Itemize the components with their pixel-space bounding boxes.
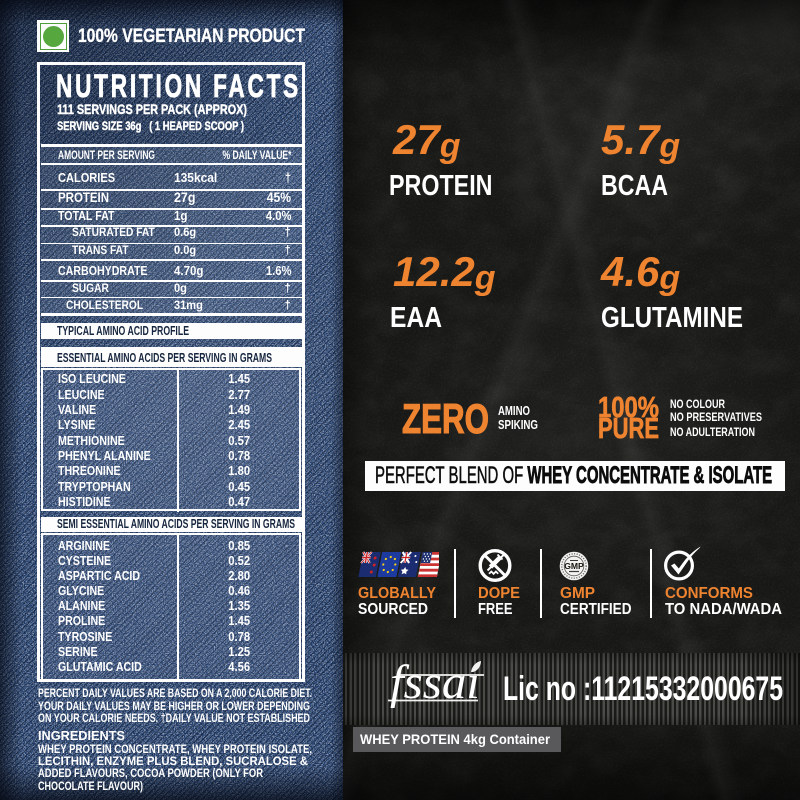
svg-text:GMP: GMP (564, 561, 584, 571)
